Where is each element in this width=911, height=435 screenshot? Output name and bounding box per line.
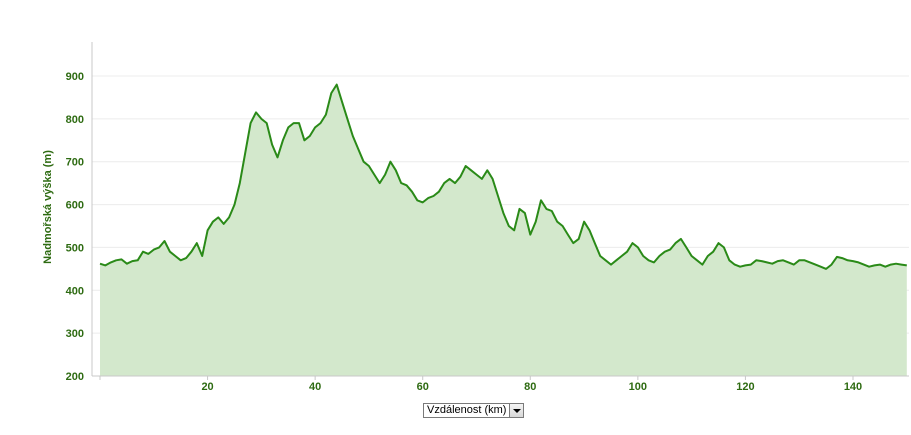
chevron-down-icon xyxy=(512,408,521,413)
y-tick-label: 400 xyxy=(66,285,84,297)
y-tick-label: 700 xyxy=(66,157,84,169)
x-tick-label: 120 xyxy=(736,381,754,393)
x-axis-unit-select[interactable]: Vzdálenost (km) xyxy=(423,403,525,418)
x-tick-label: 140 xyxy=(844,381,862,393)
dropdown-button[interactable] xyxy=(509,404,524,417)
y-tick-label: 900 xyxy=(66,71,84,83)
elevation-line xyxy=(99,83,907,270)
x-tick-label: 40 xyxy=(309,381,321,393)
x-tick-label: 80 xyxy=(524,381,536,393)
y-tick-label: 600 xyxy=(66,200,84,212)
x-tick-label: 20 xyxy=(201,381,213,393)
y-tick-label: 200 xyxy=(66,371,84,383)
elevation-chart: 200 300 400 500 600 700 800 900 20 40 60 80 100 120 1… xyxy=(42,42,909,393)
y-axis-title: Nadmořská výška (m) xyxy=(42,150,54,264)
elevation-area-fill xyxy=(100,84,907,376)
y-tick-label: 300 xyxy=(66,328,84,340)
y-tick-label: 800 xyxy=(66,114,84,126)
x-tick-label: 100 xyxy=(629,381,647,393)
y-axis-ticks: 200 300 400 500 600 700 800 900 xyxy=(66,71,84,383)
x-axis-ticks: 20 40 60 80 100 120 140 xyxy=(99,376,862,393)
x-axis-unit-label: Vzdálenost (km) xyxy=(427,404,507,416)
x-tick-label: 60 xyxy=(417,381,429,393)
y-tick-label: 500 xyxy=(66,242,84,254)
